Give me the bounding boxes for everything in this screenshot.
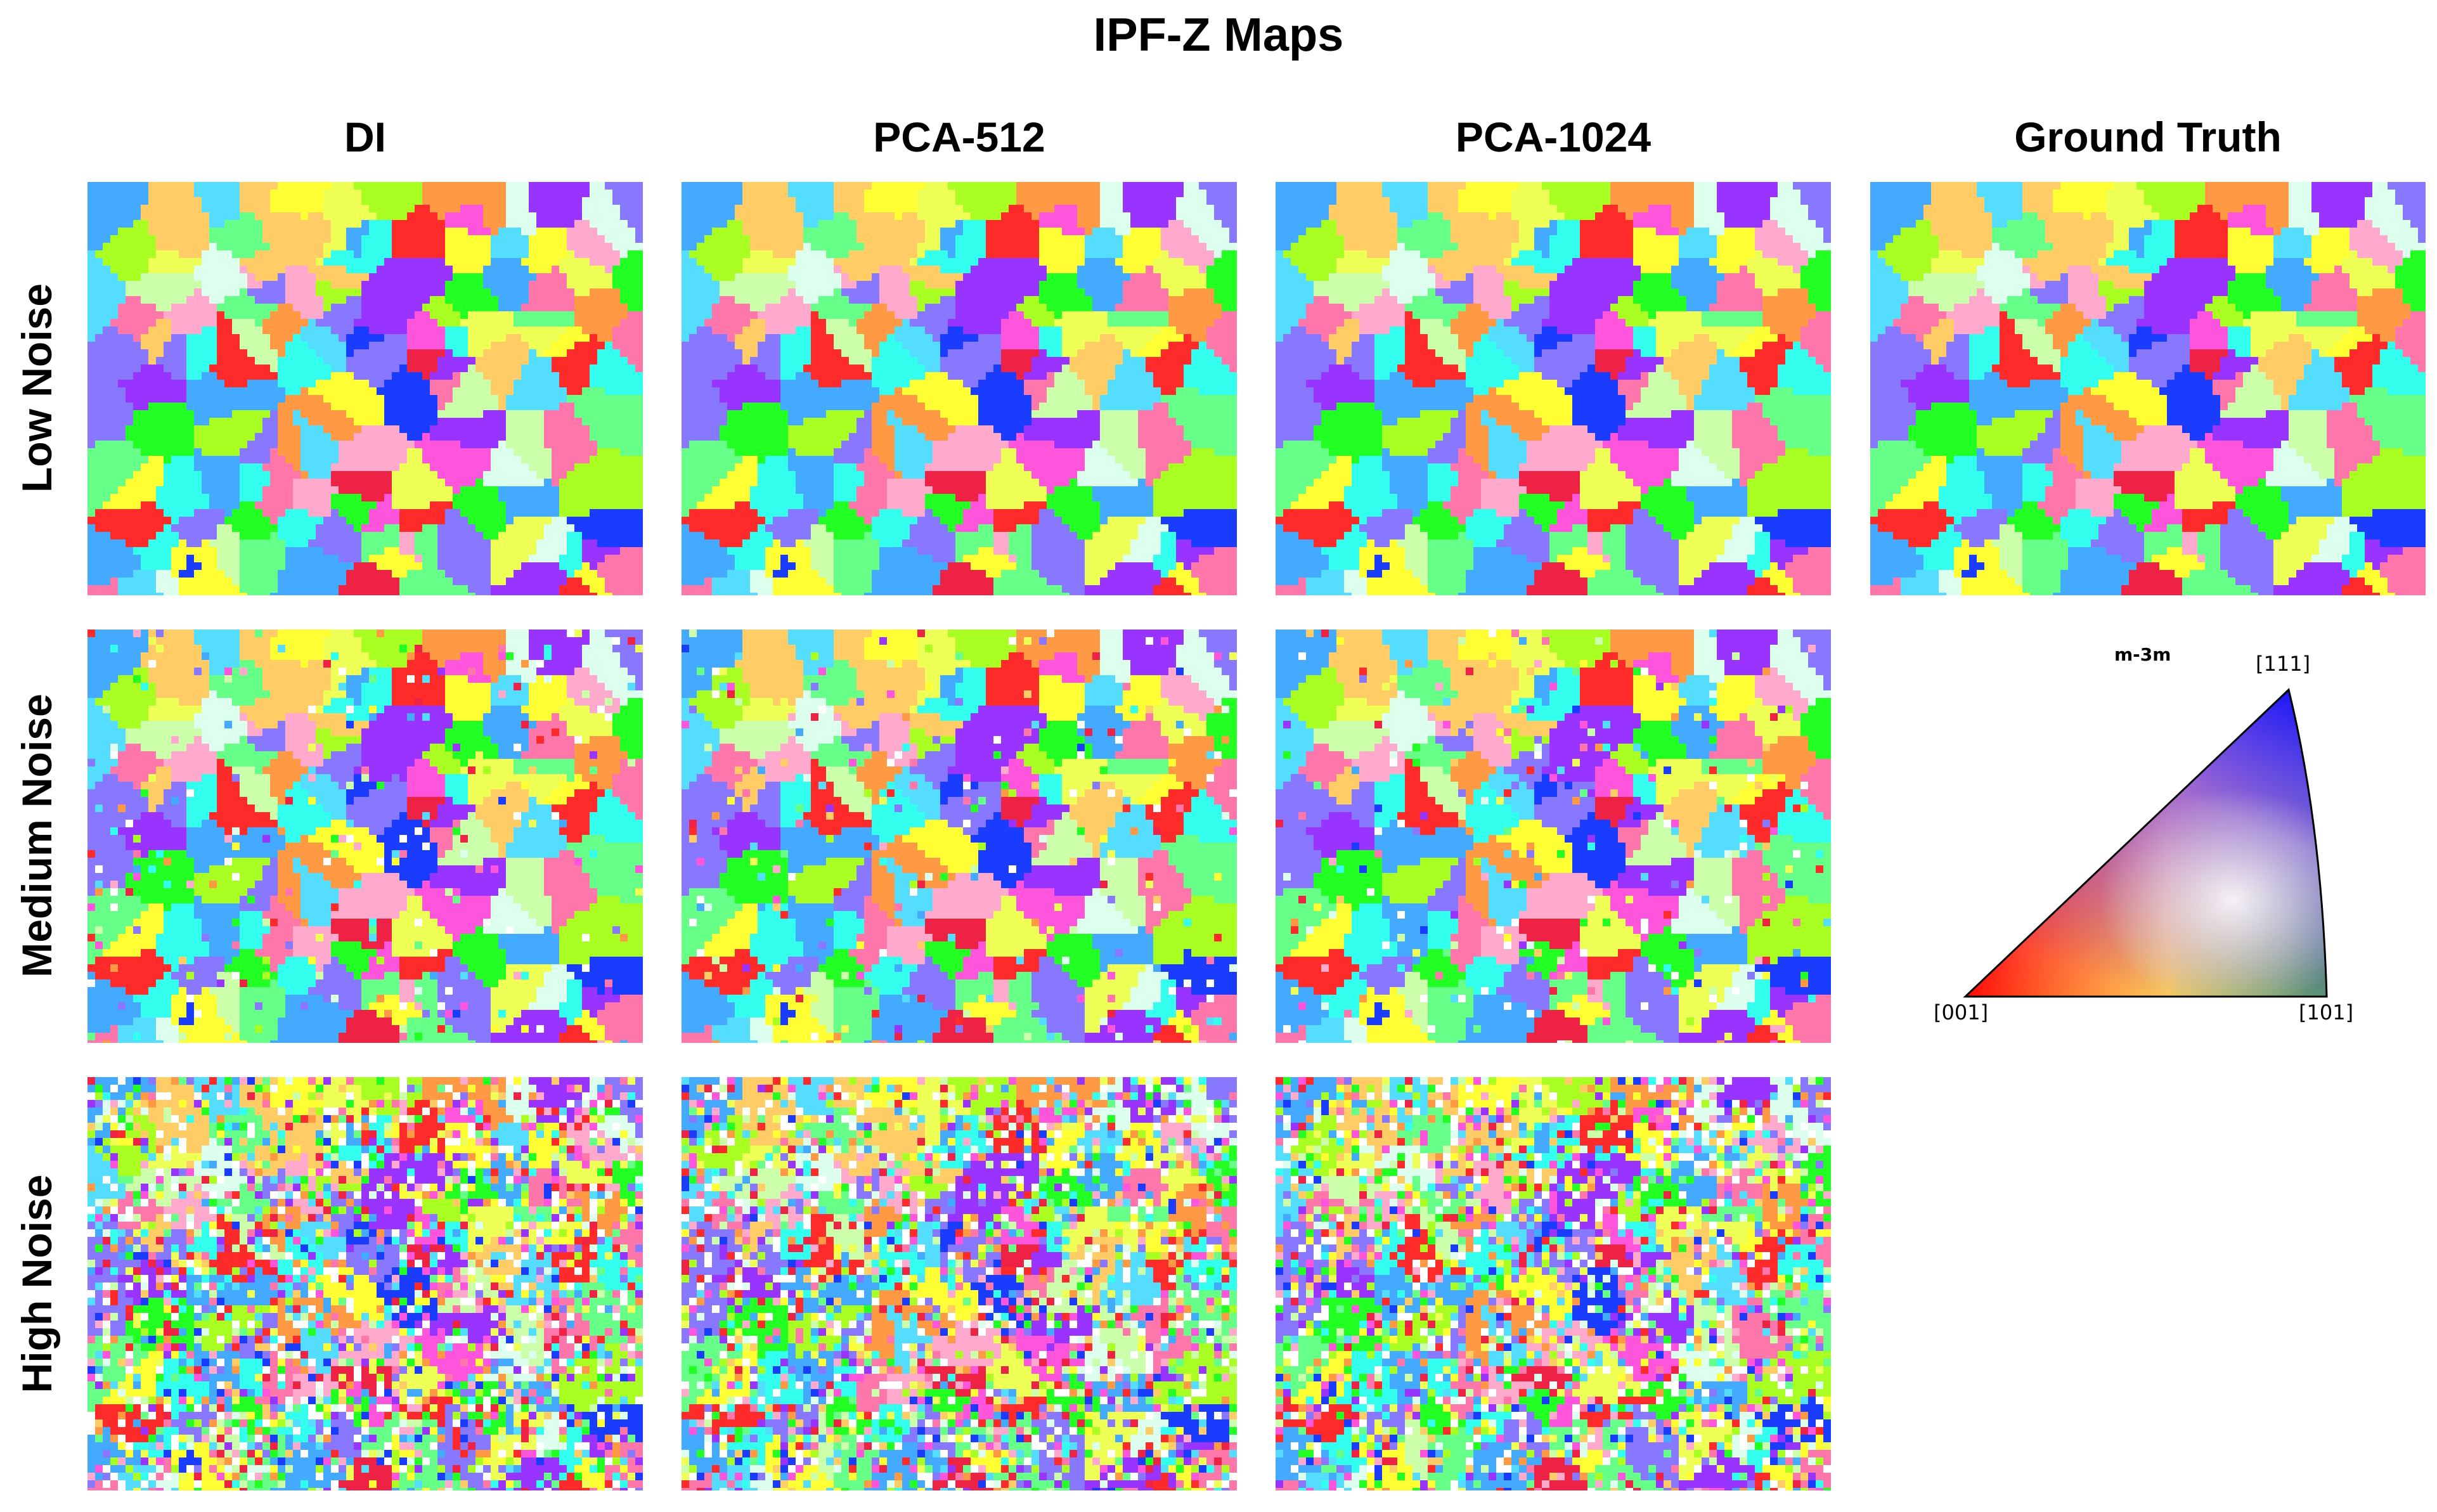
ipf-color-key-triangle: [1963, 688, 2328, 998]
map-ground-truth: [1870, 182, 2426, 595]
ipf-color-key: m-3m [111] [001] [101]: [1921, 634, 2403, 1040]
map-pca512-medium-noise: [682, 630, 1237, 1043]
column-title-ground-truth: Ground Truth: [1870, 113, 2426, 161]
colorkey-label-001: [001]: [1934, 1000, 1988, 1024]
column-title-di: DI: [87, 113, 643, 161]
map-di-high-noise: [87, 1077, 643, 1490]
colorkey-label-101: [101]: [2299, 1000, 2353, 1024]
colorkey-label-111: [111]: [2256, 652, 2310, 676]
map-di-medium-noise: [87, 630, 643, 1043]
column-title-pca-1024: PCA-1024: [1276, 113, 1831, 161]
row-label-high-noise: High Noise: [8, 1075, 65, 1493]
map-pca1024-medium-noise: [1276, 630, 1831, 1043]
map-pca1024-low-noise: [1276, 182, 1831, 595]
row-label-medium-noise: Medium Noise: [8, 626, 65, 1045]
map-pca1024-high-noise: [1276, 1077, 1831, 1490]
map-pca512-low-noise: [682, 182, 1237, 595]
row-label-low-noise: Low Noise: [8, 179, 65, 597]
figure-title: IPF-Z Maps: [0, 8, 2437, 61]
map-pca512-high-noise: [682, 1077, 1237, 1490]
colorkey-symmetry-label: m-3m: [2114, 644, 2171, 665]
column-title-pca-512: PCA-512: [682, 113, 1237, 161]
map-di-low-noise: [87, 182, 643, 595]
